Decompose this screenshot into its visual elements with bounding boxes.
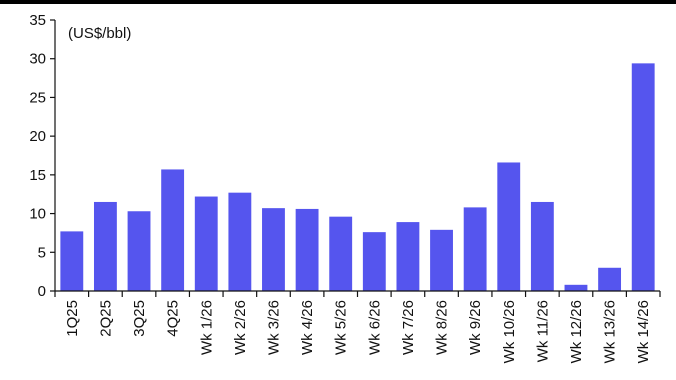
x-tick-label: 4Q25 bbox=[165, 300, 182, 337]
bar-11 bbox=[430, 229, 453, 291]
y-tick-label: 35 bbox=[29, 12, 46, 29]
x-tick-label: Wk 14/26 bbox=[635, 300, 652, 363]
bar-9 bbox=[362, 232, 386, 291]
bar-13 bbox=[497, 162, 521, 291]
bar-12 bbox=[463, 207, 487, 291]
x-tick-label: Wk 7/26 bbox=[400, 300, 417, 355]
y-tick-label: 0 bbox=[38, 283, 46, 300]
x-tick-label: Wk 2/26 bbox=[232, 300, 249, 355]
y-tick-label: 5 bbox=[38, 244, 46, 261]
x-tick-label: 2Q25 bbox=[97, 300, 114, 337]
bar-10 bbox=[396, 222, 420, 291]
bar-1 bbox=[93, 201, 117, 291]
top-rule bbox=[0, 0, 676, 4]
bar-15 bbox=[564, 284, 588, 291]
bar-8 bbox=[329, 216, 353, 291]
bar-6 bbox=[262, 208, 285, 291]
bar-0 bbox=[60, 231, 84, 291]
x-tick-label: Wk 9/26 bbox=[467, 300, 484, 355]
bar-7 bbox=[295, 208, 319, 291]
bar-5 bbox=[228, 192, 252, 291]
axes-group: 0 5 10 15 20 25 30 35 1Q25 2Q25 3Q25 4Q25 Wk 1/26 Wk … bbox=[29, 12, 661, 363]
x-tick-label: Wk 4/26 bbox=[299, 300, 316, 355]
x-tick-label: 1Q25 bbox=[64, 300, 81, 337]
x-tick-label: Wk 6/26 bbox=[366, 300, 383, 355]
y-tick-label: 30 bbox=[29, 51, 46, 68]
bar-2 bbox=[127, 211, 151, 291]
bar-16 bbox=[598, 267, 622, 291]
x-tick-label: Wk 8/26 bbox=[434, 300, 451, 355]
x-tick-label: Wk 12/26 bbox=[568, 300, 585, 363]
x-tick-label: 3Q25 bbox=[131, 300, 148, 337]
x-tick-label: Wk 13/26 bbox=[602, 300, 619, 363]
bar-17 bbox=[631, 63, 655, 291]
bar-4 bbox=[194, 196, 218, 291]
unit-label: (US$/bbl) bbox=[68, 25, 131, 42]
bar-3 bbox=[161, 169, 185, 291]
x-tick-label: Wk 3/26 bbox=[265, 300, 282, 355]
y-tick-label: 15 bbox=[29, 167, 46, 184]
x-tick-label: Wk 10/26 bbox=[501, 300, 518, 363]
x-tick-label: Wk 5/26 bbox=[333, 300, 350, 355]
y-tick-label: 20 bbox=[29, 128, 46, 145]
x-tick-label: Wk 1/26 bbox=[198, 300, 215, 355]
bars-group bbox=[60, 63, 655, 291]
y-tick-label: 10 bbox=[29, 206, 46, 223]
bar-14 bbox=[530, 201, 554, 291]
x-tick-label: Wk 11/26 bbox=[534, 300, 551, 362]
y-tick-label: 25 bbox=[29, 89, 46, 106]
